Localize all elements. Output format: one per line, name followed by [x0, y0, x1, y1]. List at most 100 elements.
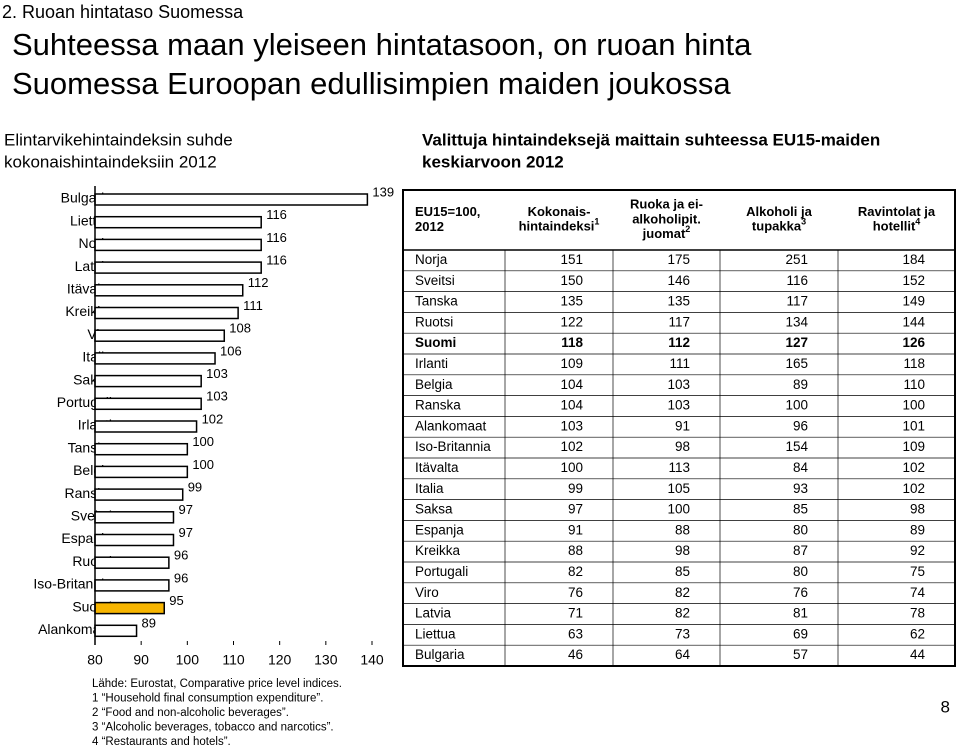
row-label: Portugali	[415, 564, 468, 579]
value-label: 139	[372, 184, 394, 199]
bar	[94, 215, 262, 229]
table-cell: 104	[560, 398, 583, 413]
table-cell: 116	[786, 273, 808, 288]
table-cell: 87	[793, 543, 808, 558]
table-cell: 69	[793, 626, 808, 641]
table-title: keskiarvoon 2012	[422, 152, 564, 171]
table-cell: 98	[675, 543, 690, 558]
table-cell: 154	[785, 439, 808, 454]
footnote: 1 “Household final consumption expenditu…	[92, 693, 323, 705]
slide-title: Suhteessa maan yleiseen hintatasoon, on …	[12, 27, 752, 62]
row-label: Saksa	[415, 502, 453, 517]
table-cell: 88	[675, 522, 690, 537]
value-label: 112	[248, 275, 269, 290]
row-label: Alankomaat	[415, 418, 487, 433]
table-cell: 149	[902, 294, 925, 309]
row-label: Iso-Britannia	[415, 439, 491, 454]
x-tick-label: 110	[222, 652, 245, 668]
table-cell: 93	[793, 481, 808, 496]
x-tick-label: 140	[360, 652, 384, 668]
table-cell: 184	[902, 252, 925, 267]
table-border	[402, 189, 956, 667]
bar	[94, 624, 138, 638]
bar	[94, 533, 175, 547]
row-label: Sveitsi	[415, 273, 455, 288]
chart-title: Elintarvikehintaindeksin suhde	[4, 130, 233, 149]
table-cell: 103	[667, 398, 690, 413]
column-header: juomat2	[642, 224, 691, 241]
table-cell: 91	[675, 418, 690, 433]
table-cell: 76	[793, 585, 808, 600]
value-label: 103	[206, 366, 228, 381]
row-label: Irlanti	[415, 356, 448, 371]
table-cell: 98	[910, 502, 925, 517]
bar	[94, 397, 202, 411]
bar	[94, 601, 165, 615]
footnote: Lähde: Eurostat, Comparative price level…	[92, 678, 342, 690]
column-header-text: tupakka	[752, 219, 802, 234]
row-label: Tanska	[415, 294, 458, 309]
table-cell: 98	[675, 439, 690, 454]
table-cell: 127	[785, 335, 808, 350]
table-cell: 99	[568, 481, 583, 496]
footnote-ref: 3	[801, 217, 806, 227]
table-cell: 102	[560, 439, 583, 454]
table-cell: 85	[675, 564, 690, 579]
table-cell: 126	[902, 335, 925, 350]
table-cell: 96	[793, 418, 808, 433]
value-label: 97	[178, 502, 192, 517]
row-label: Ranska	[415, 398, 461, 413]
section-title: 2. Ruoan hintataso Suomessa	[2, 2, 244, 22]
footnote: 3 “Alcoholic beverages, tobacco and narc…	[92, 722, 334, 734]
category-label: Iso-Britannia	[33, 576, 112, 592]
table-cell: 135	[560, 294, 583, 309]
value-label: 96	[174, 570, 188, 585]
table-cell: 110	[903, 377, 925, 392]
bar	[94, 306, 239, 320]
value-label: 103	[206, 389, 228, 404]
table-cell: 76	[568, 585, 583, 600]
column-header: tupakka3	[752, 217, 806, 234]
value-label: 97	[178, 525, 192, 540]
column-header: EU15=100,	[415, 204, 480, 219]
table-cell: 105	[667, 481, 690, 496]
slide-title: Suomessa Euroopan edullisimpien maiden j…	[12, 66, 731, 101]
table-cell: 113	[668, 460, 690, 475]
table-cell: 75	[910, 564, 925, 579]
value-label: 116	[266, 230, 287, 245]
table-cell: 85	[793, 502, 808, 517]
table-cell: 74	[910, 585, 926, 600]
table-cell: 100	[560, 460, 583, 475]
bar	[94, 193, 369, 206]
table-cell: 92	[910, 543, 925, 558]
table-cell: 150	[560, 273, 583, 288]
column-header: Ravintolat ja	[858, 204, 936, 219]
table-cell: 152	[902, 273, 925, 288]
row-label: Italia	[415, 481, 444, 496]
column-header: Kokonais-	[528, 204, 591, 219]
table-cell: 165	[785, 356, 808, 371]
table-cell: 117	[786, 294, 808, 309]
bar	[94, 329, 226, 342]
table-cell: 100	[902, 398, 925, 413]
table-cell: 104	[560, 377, 583, 392]
value-label: 100	[192, 457, 214, 472]
row-label: Latvia	[415, 606, 452, 621]
table-cell: 109	[560, 356, 583, 371]
table-cell: 71	[568, 606, 583, 621]
table-cell: 144	[902, 314, 925, 329]
bar	[94, 465, 189, 479]
value-label: 108	[229, 321, 251, 336]
footnote: 2 “Food and non-alcoholic beverages”.	[92, 707, 289, 719]
table-cell: 112	[668, 335, 690, 350]
table-cell: 64	[675, 647, 691, 662]
table-cell: 100	[785, 398, 808, 413]
table-cell: 151	[560, 252, 583, 267]
row-label: Liettua	[415, 626, 456, 641]
bar	[94, 511, 175, 524]
bar	[94, 442, 189, 456]
table-cell: 82	[675, 606, 690, 621]
value-label: 95	[169, 593, 183, 608]
table-cell: 57	[793, 647, 808, 662]
table-cell: 103	[560, 418, 583, 433]
